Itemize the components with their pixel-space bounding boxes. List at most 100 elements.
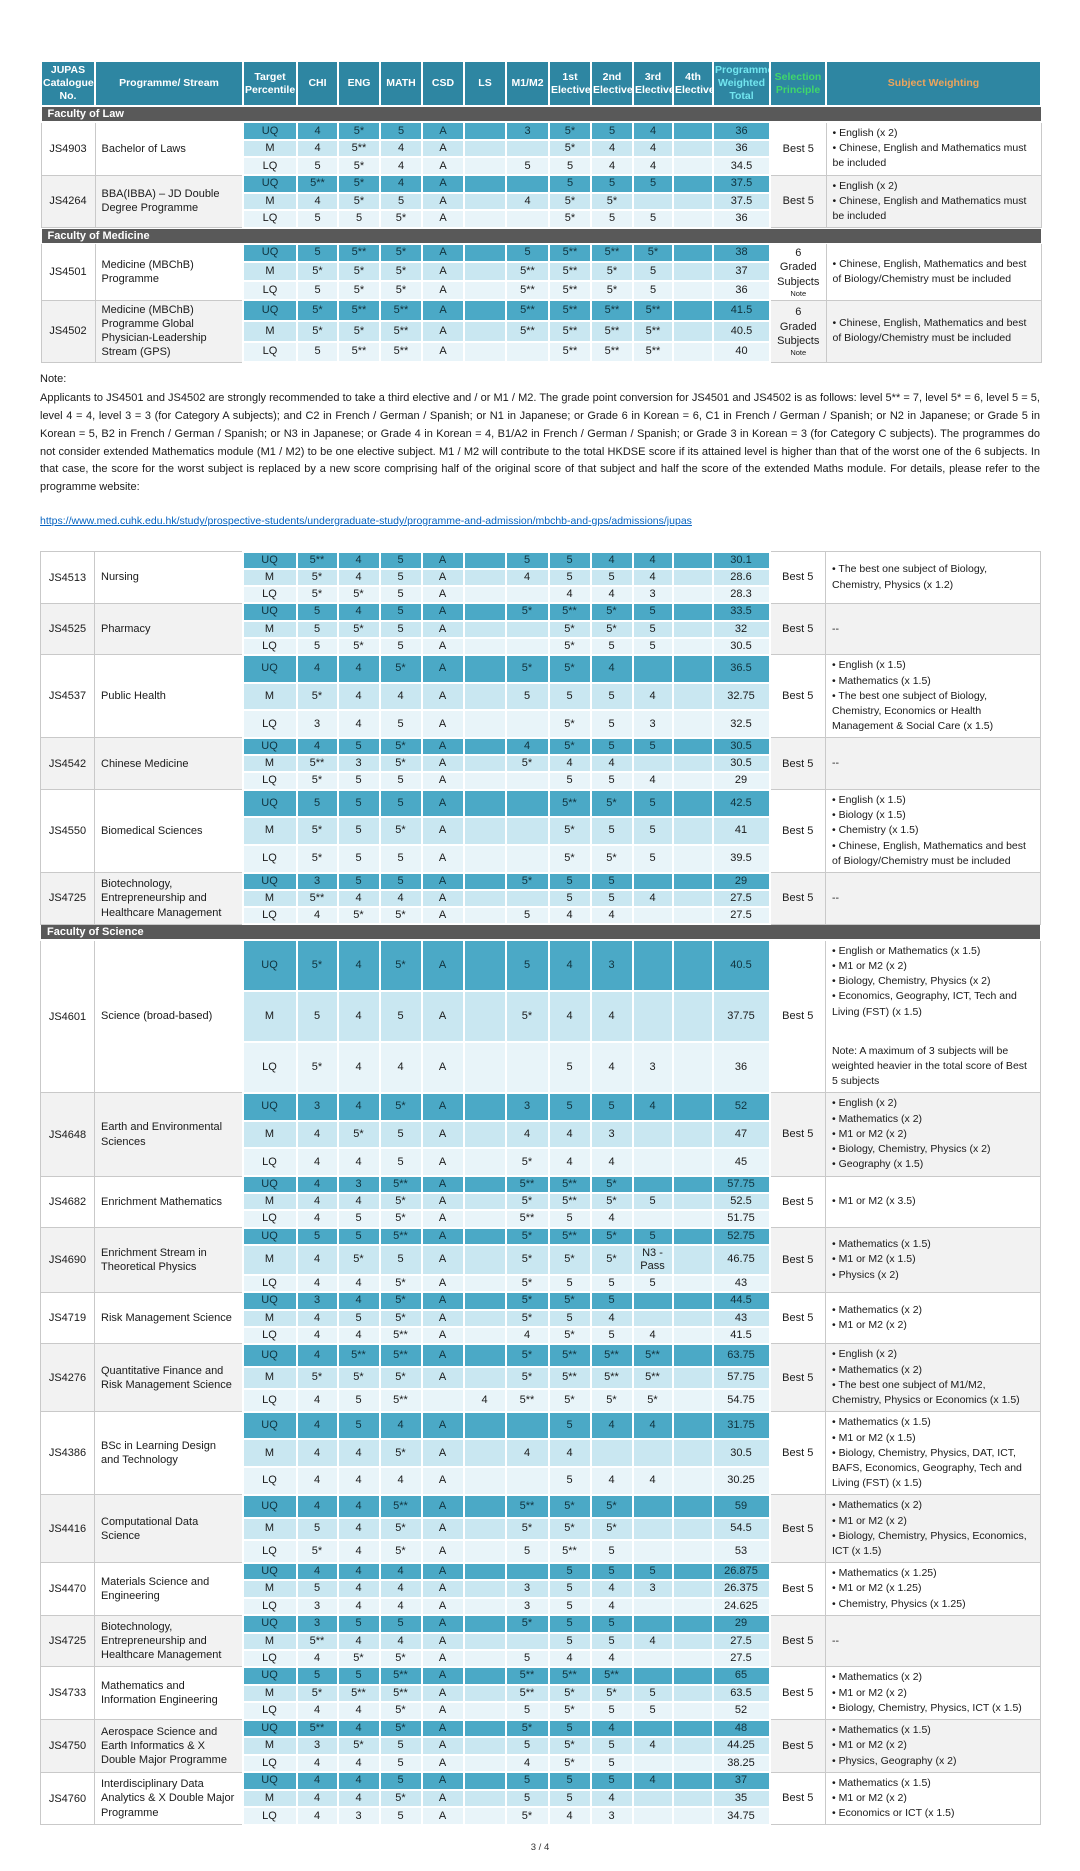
weighting-line: • Mathematics (x 2) bbox=[832, 1303, 923, 1316]
grade-cell: 5* bbox=[504, 1147, 550, 1178]
subject-weighting-cell: • Chinese, English, Mathematics and best… bbox=[825, 299, 1042, 363]
programme-website-link[interactable]: https://www.med.cuhk.edu.hk/study/prospe… bbox=[40, 514, 692, 527]
grade-cell bbox=[671, 1753, 714, 1774]
grade-cell: 5 bbox=[378, 1147, 423, 1178]
weighted-total-value: 30.5 bbox=[711, 1438, 771, 1469]
grade-cell bbox=[671, 619, 714, 639]
grade-cell: 5* bbox=[589, 1175, 634, 1195]
grade-cell: 5 bbox=[547, 1274, 592, 1294]
grade-cell: 4 bbox=[589, 1596, 634, 1617]
grade-cell: 5* bbox=[295, 1539, 339, 1564]
weighting-line: • Chemistry, Physics (x 1.25) bbox=[832, 1597, 966, 1610]
note-block: Note: Applicants to JS4501 and JS4502 ar… bbox=[40, 371, 1040, 531]
weighting-line: • Biology (x 1.5) bbox=[832, 809, 906, 822]
grade-cell: A bbox=[420, 550, 465, 570]
selection-principle-cell: Best 5 bbox=[769, 654, 826, 739]
programme-name: Computational Data Science bbox=[94, 1494, 243, 1564]
grade-cell: 5 bbox=[547, 1718, 592, 1739]
grade-cell bbox=[462, 1466, 507, 1496]
grade-cell: 5 bbox=[336, 816, 381, 846]
weighting-line: • Chemistry (x 1.5) bbox=[832, 824, 919, 837]
grade-cell: 5 bbox=[547, 550, 592, 570]
grade-cell: 4 bbox=[504, 1438, 550, 1469]
weighting-line: • Chinese, English and Mathematics must … bbox=[832, 194, 1027, 222]
weighting-line: • The best one subject of Biology, Chemi… bbox=[832, 689, 994, 733]
grade-cell: 5* bbox=[336, 585, 381, 605]
selection-principle-cell: Best 5 bbox=[769, 1719, 826, 1773]
programme-name: Nursing bbox=[94, 551, 243, 604]
grade-cell: 4 bbox=[378, 888, 423, 909]
grade-cell: A bbox=[420, 990, 465, 1044]
weighted-total-value: 36 bbox=[712, 209, 771, 229]
grade-cell bbox=[671, 843, 714, 874]
grade-cell: 5 bbox=[547, 1410, 592, 1441]
selection-principle-text: Best 5 bbox=[782, 195, 814, 208]
grade-cell: A bbox=[420, 1466, 465, 1496]
grade-cell: 4 bbox=[336, 1579, 381, 1599]
grade-cell: 5* bbox=[379, 261, 423, 283]
grade-cell bbox=[462, 1561, 507, 1582]
grade-cell bbox=[671, 736, 714, 757]
faculty-section-label: Faculty of Science bbox=[40, 923, 1041, 941]
grade-cell bbox=[504, 843, 550, 874]
programme-name: Mathematics and Information Engineering bbox=[94, 1666, 243, 1721]
grade-cell: 4 bbox=[295, 1243, 339, 1277]
grade-cell: 5 bbox=[378, 567, 423, 588]
quartile-label: LQ bbox=[241, 1325, 298, 1345]
grade-cell bbox=[504, 1041, 550, 1094]
grade-cell bbox=[462, 585, 507, 605]
grade-cell: 5** bbox=[295, 550, 339, 570]
grade-cell: 5* bbox=[378, 939, 423, 993]
grade-cell bbox=[462, 1342, 507, 1368]
grade-cell: 5* bbox=[378, 1091, 423, 1122]
weighted-total-value: 52 bbox=[711, 1091, 771, 1122]
grade-cell: 4 bbox=[378, 1410, 423, 1441]
subject-weighting-cell: • Mathematics (x 2) • M1 or M2 (x 2) • Bio… bbox=[825, 1666, 1041, 1721]
programme-quartile-row: LQ 5* 5 5 A 5 5 4 29 bbox=[41, 771, 1041, 791]
grade-cell bbox=[672, 261, 714, 283]
quartile-label: UQ bbox=[242, 174, 298, 194]
grade-cell: 5** bbox=[295, 1631, 339, 1651]
grade-cell bbox=[462, 636, 507, 656]
grade-cell: A bbox=[420, 1771, 465, 1791]
grade-cell: 5* bbox=[547, 736, 592, 757]
grade-cell: 5* bbox=[589, 1192, 634, 1212]
grade-cell: 5** bbox=[336, 1683, 381, 1704]
grade-cell: 5 bbox=[547, 771, 592, 791]
grade-cell: A bbox=[420, 1666, 465, 1686]
grade-cell: 5** bbox=[548, 319, 592, 343]
grade-cell: 4 bbox=[295, 1119, 339, 1150]
weighting-line: • Chinese, English, Mathematics and best… bbox=[832, 839, 1026, 867]
grade-cell bbox=[504, 1631, 550, 1651]
grade-cell: A bbox=[420, 939, 465, 993]
grade-cell: 5 bbox=[631, 736, 674, 757]
grade-cell: 5 bbox=[631, 1683, 674, 1704]
grade-cell: 3 bbox=[295, 1736, 339, 1756]
grade-cell: 5 bbox=[547, 567, 592, 588]
quartile-label: UQ bbox=[241, 1561, 298, 1582]
grade-cell: 5* bbox=[504, 1516, 550, 1542]
grade-cell bbox=[631, 1666, 674, 1686]
grade-cell: 5 bbox=[589, 871, 634, 891]
grade-cell: A bbox=[420, 736, 465, 757]
grade-cell: 5 bbox=[589, 1753, 634, 1774]
weighting-line: • Chinese, English, Mathematics and best… bbox=[832, 316, 1027, 345]
weighted-total-value: 37.75 bbox=[711, 990, 771, 1044]
programme-name: BSc in Learning Design and Technology bbox=[94, 1411, 243, 1496]
grade-cell: 5* bbox=[504, 1226, 550, 1246]
grade-cell: 5* bbox=[631, 1388, 674, 1413]
quartile-label: M bbox=[241, 888, 298, 909]
selection-principle-text: Best 5 bbox=[782, 1635, 814, 1648]
weighting-line: • Mathematics (x 2) bbox=[832, 1363, 923, 1376]
subject-weighting-cell: • Mathematics (x 2) • M1 or M2 (x 2) • Bio… bbox=[825, 1494, 1041, 1564]
grade-cell bbox=[671, 1683, 714, 1704]
selection-principle-text: Best 5 bbox=[782, 1010, 814, 1023]
jupas-no: JS4690 bbox=[40, 1227, 95, 1293]
grade-cell: 5 bbox=[296, 242, 339, 264]
grade-cell: 5** bbox=[547, 1539, 592, 1564]
grade-cell: 5* bbox=[296, 319, 339, 343]
grade-cell: 5* bbox=[337, 191, 381, 212]
jupas-no: JS4537 bbox=[40, 654, 95, 739]
subject-weighting-cell: • Mathematics (x 1.5) • M1 or M2 (x 2) • E… bbox=[825, 1771, 1041, 1826]
grade-cell: 5* bbox=[378, 754, 423, 774]
